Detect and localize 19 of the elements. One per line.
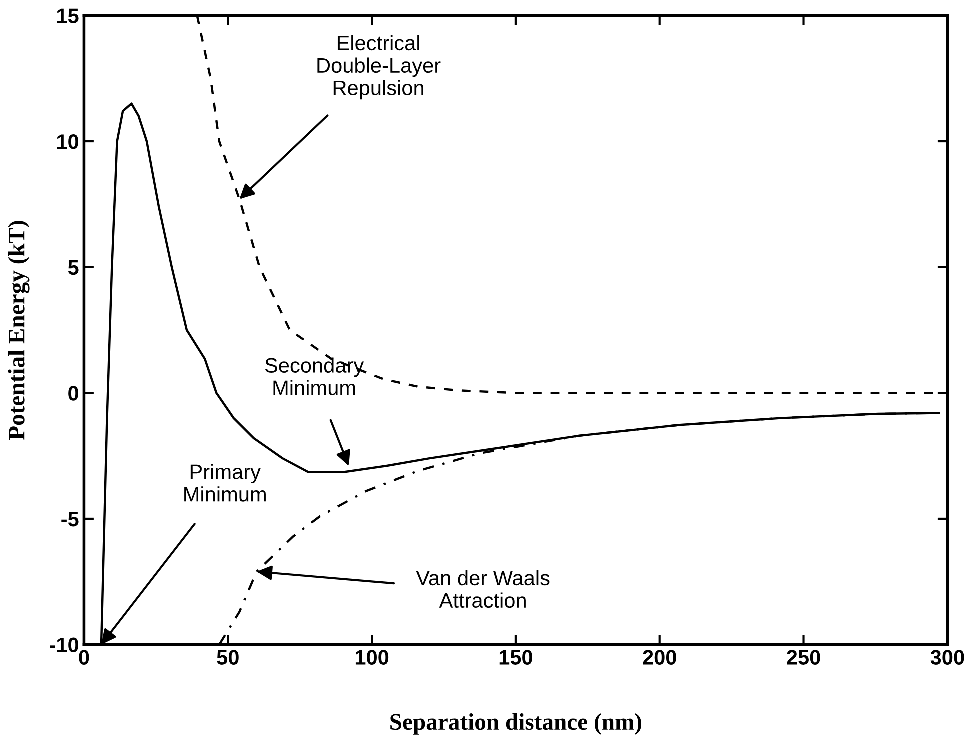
x-tick-label: 50: [217, 650, 239, 665]
y-tick-label: -10: [50, 638, 79, 653]
y-axis-title: Potential Energy (kT): [8, 221, 30, 440]
annotation: Electrical Double-Layer Repulsion: [318, 35, 441, 100]
x-tick-label: 300: [930, 650, 964, 665]
x-tick-label: 250: [787, 650, 820, 665]
y-tick-label: 0: [68, 386, 78, 401]
y-tick-label: 10: [57, 134, 79, 150]
x-tick-label: 0: [79, 650, 90, 665]
x-tick-label: 100: [356, 650, 389, 665]
y-tick-label: -5: [62, 512, 79, 527]
x-axis-title: Separation distance (nm): [390, 714, 642, 735]
annotation: Van der Waals Attraction: [416, 570, 550, 608]
x-tick-label: 150: [500, 650, 532, 665]
y-tick-label: 15: [57, 8, 79, 24]
x-tick-label: 200: [643, 650, 676, 665]
annotation: Secondary Minimum: [265, 358, 364, 396]
y-tick-label: 5: [68, 260, 79, 276]
annotation: Primary Minimum: [184, 464, 266, 502]
